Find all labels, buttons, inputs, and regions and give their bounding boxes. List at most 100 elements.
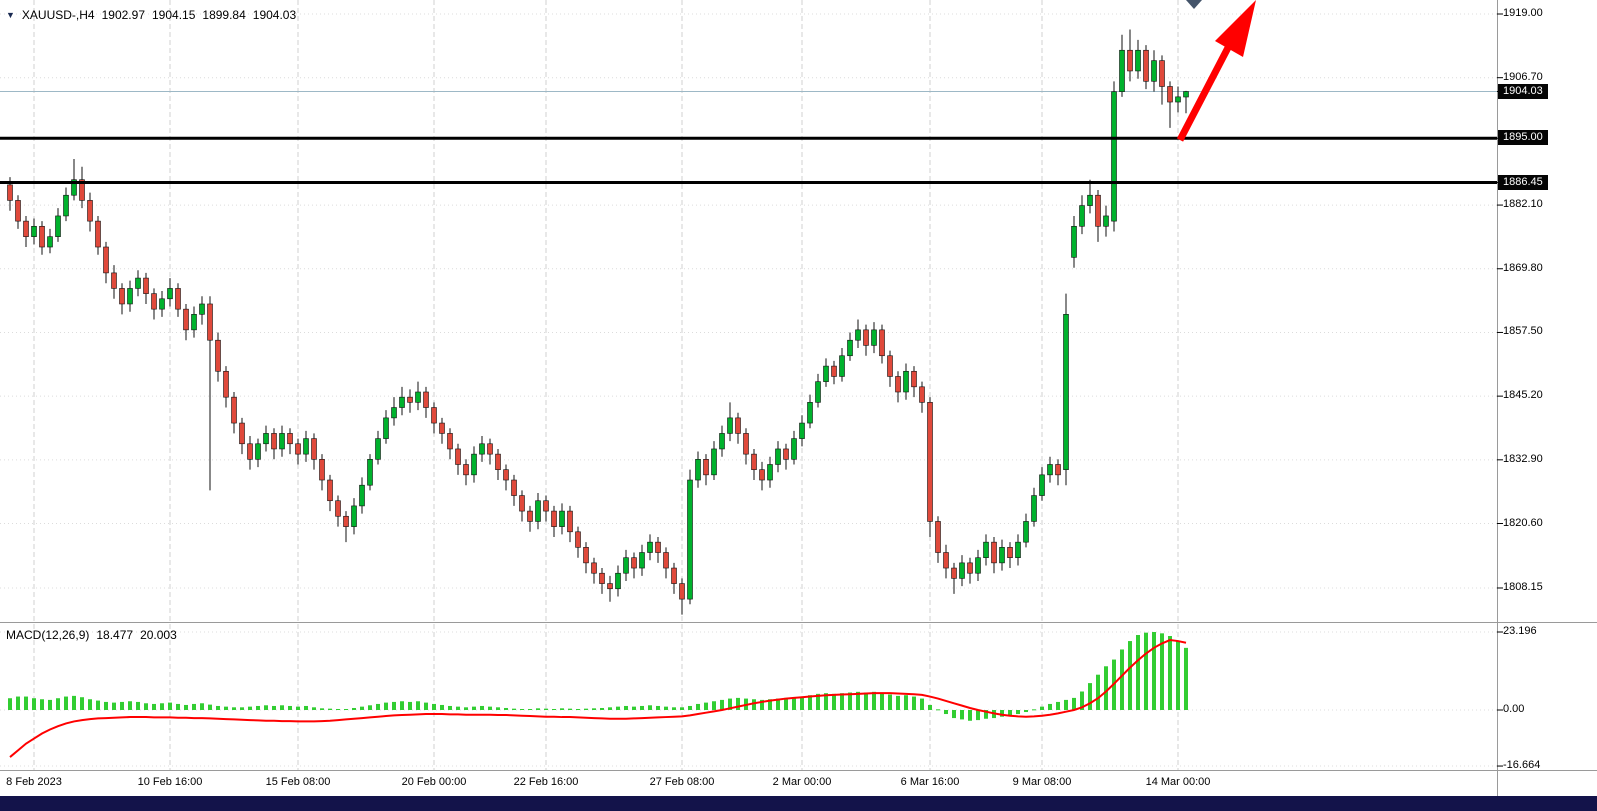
candlestick <box>599 572 605 584</box>
candlestick <box>695 459 701 481</box>
macd-histogram-bar <box>96 700 100 710</box>
macd-histogram-bar <box>688 705 692 710</box>
time-axis-label: 9 Mar 08:00 <box>1012 776 1072 788</box>
macd-histogram-bar <box>1128 641 1132 710</box>
bottom-bar <box>0 796 1597 811</box>
trend-arrow[interactable] <box>1176 38 1236 142</box>
candlestick <box>143 277 149 294</box>
candlestick <box>1063 314 1069 470</box>
candlestick <box>359 484 365 507</box>
candlestick <box>1015 541 1021 558</box>
macd-histogram-bar <box>168 702 172 710</box>
macd-histogram-bar <box>960 710 964 720</box>
ohlc-low: 1899.84 <box>202 8 246 22</box>
macd-histogram-bar <box>768 699 772 710</box>
candlestick <box>943 552 949 569</box>
candlestick <box>263 433 269 445</box>
macd-histogram-bar <box>944 710 948 715</box>
candlestick <box>463 464 469 476</box>
symbol-dropdown-icon[interactable]: ▼ <box>6 10 15 20</box>
macd-histogram-bar <box>1160 633 1164 710</box>
macd-histogram-bar <box>512 708 516 710</box>
candlestick <box>1127 49 1133 72</box>
macd-histogram-bar <box>280 705 284 710</box>
macd-histogram-bar <box>328 708 332 710</box>
macd-histogram-bar <box>240 707 244 710</box>
macd-histogram-bar <box>1016 710 1020 715</box>
macd-histogram-bar <box>952 710 956 719</box>
macd-histogram-bar <box>720 699 724 710</box>
candlestick <box>479 443 485 455</box>
candlestick <box>327 479 333 502</box>
macd-histogram-bar <box>1008 710 1012 716</box>
macd-histogram-bar <box>144 703 148 710</box>
candlestick <box>159 298 165 310</box>
candlestick <box>983 541 989 558</box>
macd-histogram-bar <box>792 697 796 710</box>
macd-histogram-bar <box>32 698 36 710</box>
macd-histogram-bar <box>552 708 556 710</box>
macd-histogram-bar <box>160 703 164 710</box>
ohlc-open: 1902.97 <box>101 8 145 22</box>
macd-histogram-bar <box>304 705 308 710</box>
candlestick <box>751 453 757 470</box>
macd-histogram-bar <box>320 708 324 710</box>
macd-histogram-bar <box>520 708 524 710</box>
candlestick <box>967 562 973 574</box>
macd-histogram-bar <box>456 706 460 710</box>
price-axis-label: 1882.10 <box>1503 198 1543 211</box>
candlestick <box>1103 215 1109 227</box>
trend-arrow-head <box>1215 0 1256 57</box>
macd-histogram-bar <box>24 696 28 710</box>
candlestick <box>55 215 61 237</box>
candlestick <box>1119 49 1125 92</box>
macd-histogram-bar <box>712 701 716 710</box>
candlestick <box>663 552 669 569</box>
macd-histogram-bar <box>616 706 620 710</box>
price-axis-label: 1857.50 <box>1503 325 1543 338</box>
macd-histogram-bar <box>216 705 220 710</box>
candlestick <box>103 246 109 274</box>
candlestick <box>207 303 213 341</box>
candlestick <box>439 422 445 434</box>
macd-histogram-bar <box>888 694 892 710</box>
candlestick <box>119 288 125 305</box>
candlestick <box>1143 49 1149 82</box>
price-axis[interactable]: 1919.00 1906.70 1882.10 1869.80 1857.50 1845.… <box>1498 0 1597 796</box>
macd-histogram-bar <box>672 707 676 710</box>
symbol-info: ▼ XAUUSD-,H4 1902.97 1904.15 1899.84 190… <box>6 8 296 22</box>
macd-histogram-bar <box>648 705 652 710</box>
candlestick <box>63 194 69 217</box>
time-axis-label: 14 Mar 00:00 <box>1145 776 1211 788</box>
macd-histogram-bar <box>312 707 316 710</box>
candlestick <box>111 272 117 289</box>
chart-shift-marker-icon[interactable] <box>1186 0 1202 9</box>
macd-histogram-bar <box>440 704 444 710</box>
candlestick <box>351 505 357 527</box>
macd-histogram-bar <box>48 699 52 710</box>
macd-histogram-bar <box>80 697 84 710</box>
macd-histogram-bar <box>344 708 348 710</box>
time-axis-label: 6 Mar 16:00 <box>900 776 960 788</box>
candlestick <box>471 453 477 476</box>
candlestick <box>7 184 13 201</box>
price-axis-label: 1820.60 <box>1503 516 1543 529</box>
macd-histogram-bar <box>88 699 92 710</box>
macd-histogram-bar <box>1168 636 1172 710</box>
macd-histogram-bar <box>1176 641 1180 710</box>
macd-histogram-bar <box>376 703 380 710</box>
macd-histogram-bar <box>800 696 804 710</box>
candlestick <box>535 500 541 522</box>
macd-histogram-bar <box>368 705 372 710</box>
candlestick <box>1183 91 1189 98</box>
candlestick <box>1159 60 1165 87</box>
macd-histogram-bar <box>664 706 668 710</box>
time-axis[interactable]: 8 Feb 2023 10 Feb 16:00 15 Feb 08:00 20 Feb… <box>0 772 1497 796</box>
price-axis-label: 1832.90 <box>1503 452 1543 465</box>
candlestick <box>487 443 493 455</box>
macd-histogram-bar <box>608 707 612 710</box>
macd-histogram-bar <box>856 691 860 710</box>
macd-histogram-bar <box>696 703 700 710</box>
macd-histogram-bar <box>928 704 932 710</box>
